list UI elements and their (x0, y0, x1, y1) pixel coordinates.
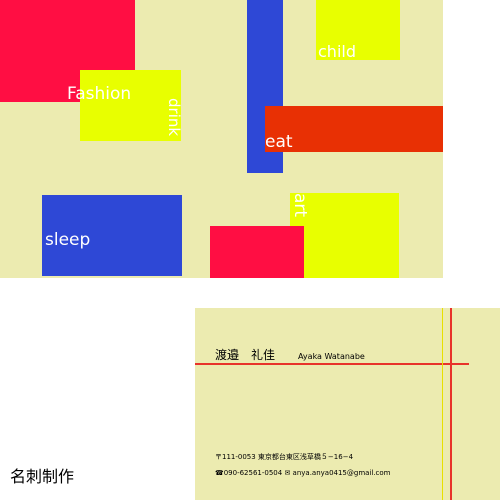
word-art: art (290, 193, 310, 218)
yellow-block-drink (80, 70, 181, 141)
business-card: 渡邉 礼佳 Ayaka Watanabe 〒111-0053 東京都台東区浅草橋… (195, 308, 500, 500)
word-child: child (318, 42, 356, 61)
card-address: 〒111-0053 東京都台東区浅草橋５−16−4 (215, 453, 354, 461)
card-vertical-yellow-line (442, 308, 443, 500)
card-contact: ☎090-62561-0504 ✉ anya.anya0415@gmail.co… (215, 469, 391, 477)
blue-block-sleep (42, 195, 182, 276)
card-vertical-red-line (450, 308, 452, 500)
card-horizontal-red-line (195, 363, 469, 365)
word-sleep: sleep (45, 230, 91, 250)
word-drink: drink (165, 98, 183, 137)
caption-business-card-production: 名刺制作 (10, 467, 75, 486)
yellow-block-child (316, 0, 400, 60)
abstract-design: Fashion drink child eat sleep art (0, 0, 443, 278)
word-eat: eat (265, 132, 293, 152)
red-block-bottom (210, 226, 304, 278)
card-name-japanese: 渡邉 礼佳 (215, 348, 276, 362)
card-name-english: Ayaka Watanabe (298, 352, 365, 361)
word-fashion: Fashion (67, 84, 132, 104)
orange-bar-eat (265, 106, 443, 152)
yellow-block-art (290, 193, 399, 278)
